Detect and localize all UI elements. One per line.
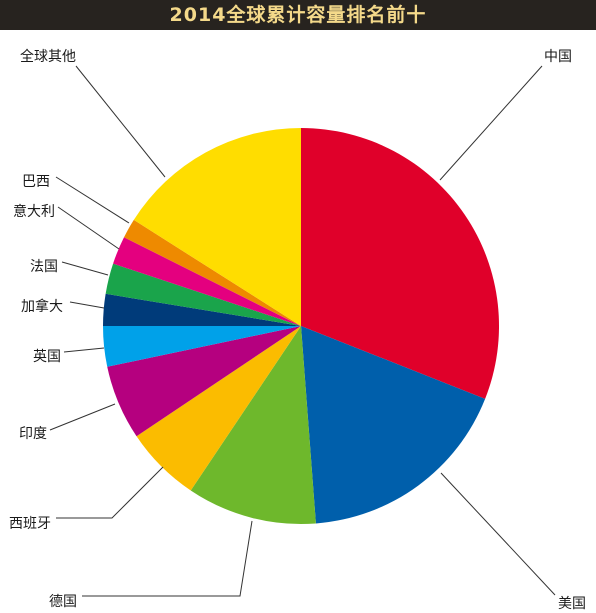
pie-slices [103, 128, 500, 525]
pie-slice-9 [124, 219, 302, 326]
pie-slice-0 [301, 128, 500, 399]
leader-line-3 [56, 466, 164, 519]
chart-title: 2014全球累计容量排名前十 [0, 0, 596, 30]
leader-lines [49, 65, 556, 597]
slice-label-0: 中国 [544, 49, 572, 65]
slice-label-9: 巴西 [22, 174, 50, 190]
pie-slice-4 [107, 326, 302, 437]
pie-slice-2 [190, 326, 316, 525]
pie-slice-6 [103, 293, 301, 326]
slice-label-6: 加拿大 [21, 298, 63, 315]
slice-label-7: 法国 [30, 259, 58, 275]
pie-slice-3 [136, 326, 301, 491]
pie-slice-1 [301, 326, 486, 524]
leader-line-8 [57, 206, 120, 250]
slice-label-10: 全球其他 [20, 48, 76, 65]
leader-line-4 [49, 403, 116, 431]
slice-label-2: 德国 [49, 594, 77, 610]
slice-label-1: 美国 [558, 596, 586, 612]
pie-slice-7 [105, 263, 301, 326]
pie-slice-10 [133, 128, 301, 326]
leader-line-7 [61, 261, 109, 276]
pie-slice-5 [103, 326, 301, 367]
leader-line-6 [69, 301, 105, 309]
leader-line-10 [75, 65, 166, 178]
leader-line-0 [439, 65, 543, 181]
slice-label-3: 西班牙 [9, 516, 51, 532]
leader-line-9 [55, 176, 130, 224]
leader-line-2 [82, 520, 253, 597]
slice-label-5: 英国 [33, 348, 61, 365]
slice-label-4: 印度 [19, 426, 47, 442]
leader-line-5 [63, 347, 105, 353]
slice-label-8: 意大利 [13, 203, 55, 220]
pie-slice-8 [113, 237, 301, 326]
leader-line-1 [440, 472, 556, 596]
